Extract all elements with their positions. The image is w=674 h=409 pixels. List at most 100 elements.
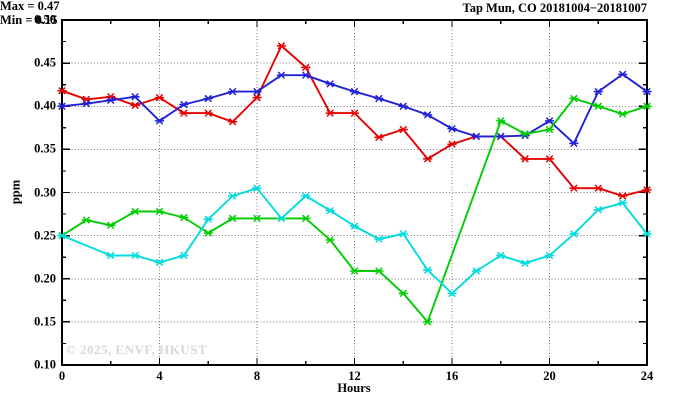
- series-red-marker: [520, 155, 530, 163]
- series-green-marker: [154, 207, 165, 216]
- max-value-label: Max = 0.47: [0, 0, 60, 13]
- y-tick-label: 0.15: [34, 314, 56, 329]
- series-cyan-marker: [471, 267, 481, 275]
- series-red-marker: [642, 186, 652, 194]
- series-green-marker: [349, 267, 360, 275]
- series-blue-marker: [398, 102, 408, 110]
- x-tick-label: 16: [445, 369, 459, 383]
- series-red-marker: [618, 192, 628, 200]
- series-blue-marker: [593, 87, 603, 96]
- series-cyan-marker: [106, 251, 116, 260]
- series-blue-marker: [642, 87, 652, 96]
- series-blue-marker: [544, 117, 555, 125]
- series-cyan-marker: [179, 251, 189, 260]
- series-red-marker: [301, 63, 311, 72]
- series-green-marker: [179, 213, 189, 222]
- series-green-marker: [301, 214, 311, 223]
- series-cyan-marker: [496, 251, 506, 260]
- series-blue-marker: [81, 99, 91, 108]
- series-green-marker: [544, 125, 555, 134]
- series-blue-marker: [447, 124, 457, 133]
- series-blue-marker: [106, 96, 116, 104]
- plot-border: [61, 19, 648, 366]
- series-blue-marker: [203, 94, 213, 103]
- series-cyan-marker: [520, 259, 530, 267]
- series-red-marker: [423, 155, 433, 163]
- series-cyan-marker: [276, 214, 286, 223]
- series-green-marker: [618, 110, 628, 118]
- series-green-marker: [374, 267, 384, 275]
- series-blue-marker: [57, 102, 67, 110]
- series-green-marker: [130, 207, 140, 216]
- series-blue-marker: [569, 139, 579, 148]
- series-cyan-marker: [349, 222, 360, 230]
- series-green-marker: [203, 229, 213, 237]
- series-red-marker: [593, 184, 603, 192]
- series-green-marker: [593, 102, 603, 110]
- watermark: © 2025, ENVF, HKUST: [66, 342, 208, 357]
- x-axis-title: Hours: [337, 381, 371, 395]
- series-red-marker: [447, 140, 457, 148]
- series-green-marker: [398, 289, 408, 298]
- series-green-marker: [325, 236, 335, 244]
- series-red-marker: [81, 95, 91, 104]
- series-blue-marker: [252, 87, 262, 96]
- min-value-label: Min = 0.15: [0, 12, 58, 27]
- series-cyan-marker: [544, 251, 555, 260]
- series-red-marker: [130, 101, 140, 110]
- series-cyan-marker: [252, 184, 262, 192]
- y-tick-label: 0.10: [34, 357, 56, 372]
- x-tick-label: 8: [253, 369, 261, 383]
- series-cyan-marker: [593, 206, 603, 214]
- x-tick-label: 0: [58, 369, 66, 383]
- series-red-marker: [154, 93, 165, 102]
- series-blue-marker: [130, 93, 140, 101]
- series-red-marker: [203, 109, 213, 117]
- x-tick-label: 4: [156, 369, 163, 383]
- series-red-marker: [374, 133, 384, 142]
- series-red-marker: [57, 86, 67, 95]
- x-tick-label: 20: [543, 369, 556, 383]
- series-cyan-marker: [398, 230, 408, 238]
- series-red-marker: [228, 118, 238, 126]
- series-green-marker: [520, 130, 530, 138]
- series-red-marker: [276, 42, 286, 50]
- series-red-marker: [179, 109, 189, 117]
- series-green-marker: [423, 318, 433, 326]
- series-blue-marker: [374, 94, 384, 103]
- max-min-annotation: Max = 0.47 Min = 0.15: [0, 0, 674, 27]
- series-cyan-marker: [325, 206, 335, 215]
- series-blue-marker: [423, 111, 433, 119]
- y-tick-label: 0.25: [34, 228, 56, 243]
- x-tick-label: 24: [640, 369, 654, 383]
- series-cyan-marker: [374, 235, 384, 243]
- series-green-marker: [569, 94, 579, 103]
- series-cyan-line: [61, 187, 648, 295]
- series-blue-marker: [496, 132, 506, 141]
- series-green-marker: [81, 216, 91, 224]
- series-green-marker: [642, 102, 652, 110]
- series-blue-marker: [301, 71, 311, 79]
- series-cyan-marker: [423, 266, 433, 274]
- y-tick-label: 0.45: [34, 55, 56, 70]
- series-cyan-marker: [569, 230, 579, 238]
- series-green-marker: [106, 221, 116, 230]
- series-cyan-marker: [618, 199, 628, 207]
- series-blue-marker: [349, 87, 360, 96]
- series-red-marker: [325, 109, 335, 117]
- y-tick-label: 0.35: [34, 141, 56, 156]
- series-green-marker: [496, 117, 506, 125]
- series-blue-marker: [154, 117, 165, 125]
- y-tick-label: 0.20: [34, 271, 56, 286]
- series-green-marker: [228, 214, 238, 223]
- series-cyan-marker: [642, 230, 652, 238]
- series-green-marker: [252, 214, 262, 223]
- x-tick-label: 12: [348, 369, 361, 383]
- y-tick-label: 0.50: [34, 12, 56, 27]
- series-blue-marker: [618, 70, 628, 79]
- series-cyan-marker: [57, 231, 67, 240]
- series-blue-marker: [179, 100, 189, 109]
- series-cyan-marker: [447, 289, 457, 298]
